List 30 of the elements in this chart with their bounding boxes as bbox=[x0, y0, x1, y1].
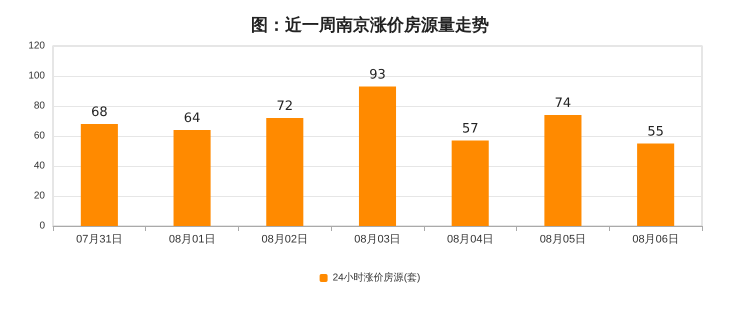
x-tick-label: 08月03日 bbox=[354, 234, 401, 246]
bar bbox=[358, 86, 396, 226]
data-label: 55 bbox=[647, 124, 664, 140]
legend-label: 24小时涨价房源(套) bbox=[332, 272, 420, 284]
y-tick-label: 120 bbox=[28, 40, 46, 52]
y-tick-label: 80 bbox=[34, 100, 46, 112]
x-tick-label: 08月02日 bbox=[262, 234, 308, 246]
x-tick-label: 07月31日 bbox=[76, 234, 123, 246]
chart-title: 图：近一周南京涨价房源量走势 bbox=[251, 16, 489, 36]
x-tick-label: 08月05日 bbox=[540, 234, 586, 246]
data-label: 68 bbox=[91, 105, 108, 120]
y-tick-label: 20 bbox=[34, 190, 46, 202]
y-tick-label: 40 bbox=[34, 160, 46, 172]
x-tick-label: 08月01日 bbox=[168, 234, 216, 246]
bar bbox=[452, 140, 489, 226]
bar bbox=[544, 115, 582, 226]
x-tick-label: 08月06日 bbox=[632, 234, 679, 246]
bar bbox=[266, 118, 304, 226]
bar bbox=[80, 124, 118, 226]
data-label: 64 bbox=[184, 111, 200, 126]
x-tick-label: 08月04日 bbox=[446, 234, 494, 246]
y-tick-label: 0 bbox=[39, 220, 46, 232]
data-label: 93 bbox=[369, 68, 386, 82]
data-label: 57 bbox=[462, 122, 478, 136]
bar bbox=[174, 130, 211, 226]
y-tick-label: 60 bbox=[34, 130, 46, 142]
data-label: 72 bbox=[276, 99, 294, 114]
y-tick-label: 100 bbox=[28, 70, 46, 82]
bar bbox=[637, 144, 674, 226]
data-label: 74 bbox=[554, 96, 572, 111]
